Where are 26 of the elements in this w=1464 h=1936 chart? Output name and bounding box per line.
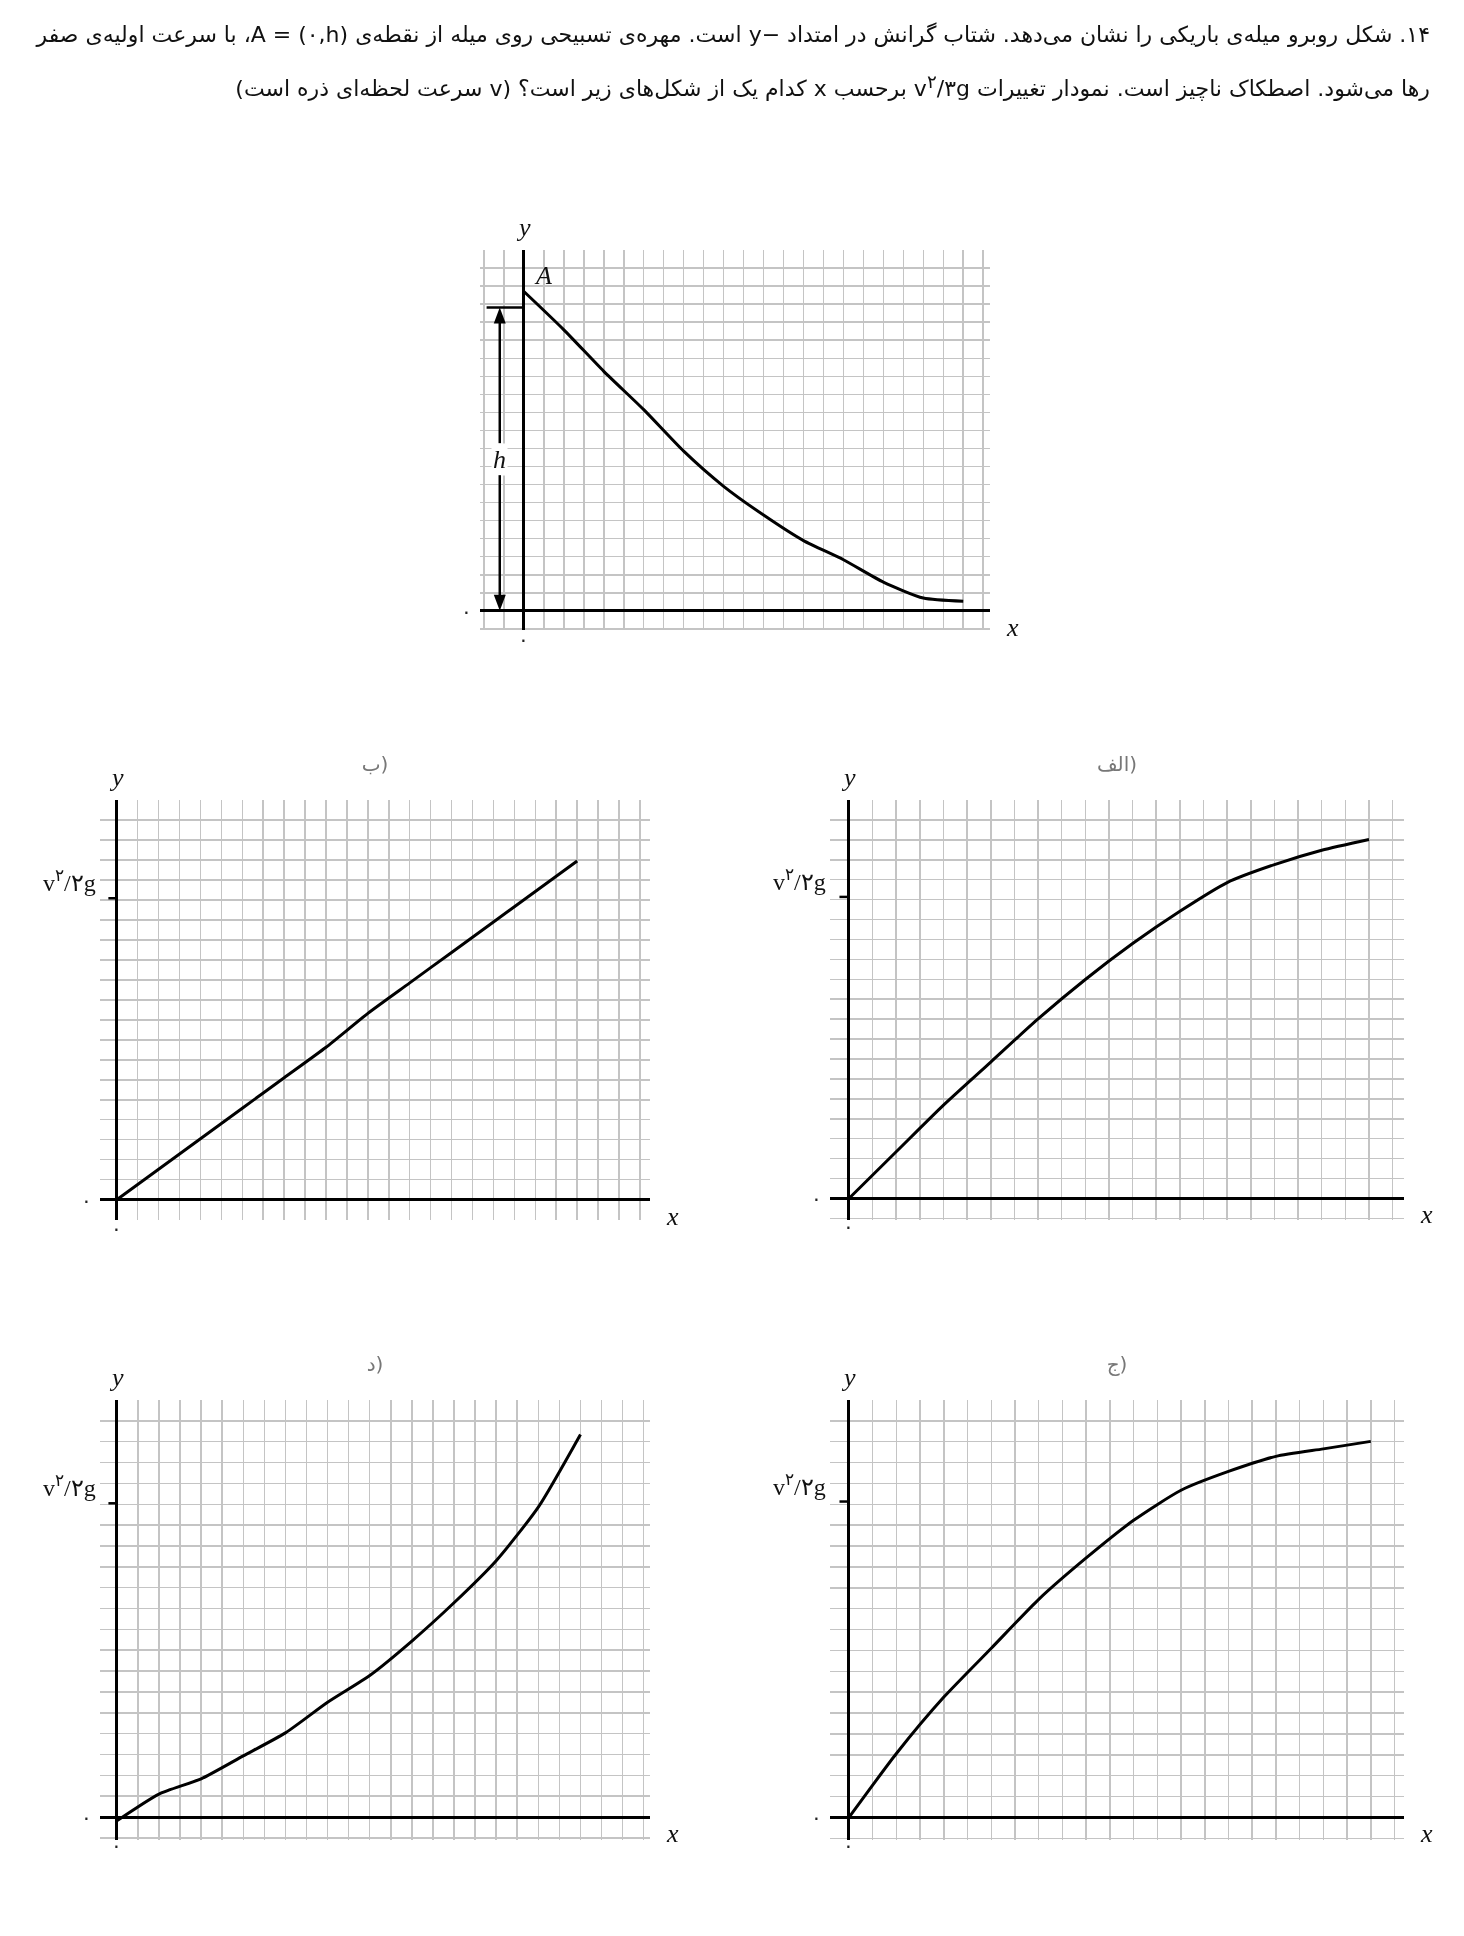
chart-title: ب) — [361, 752, 389, 776]
x-axis-title: x — [666, 1819, 679, 1848]
chart-title: الف) — [1096, 752, 1138, 776]
text: ۰ — [461, 599, 472, 623]
text: ۰ — [81, 1188, 92, 1212]
x-axis-title: x — [1006, 613, 1019, 642]
text: ۰ — [811, 1186, 822, 1210]
x-axis-title: x — [1420, 1200, 1433, 1229]
y-axis-title: y — [109, 1363, 124, 1392]
y-axis-title: y — [109, 763, 124, 792]
text: ۰ — [81, 1805, 92, 1829]
x-axis-title: x — [666, 1202, 679, 1231]
chart-title: د) — [366, 1352, 384, 1376]
y-axis-title: y — [841, 1363, 856, 1392]
y-axis-title: y — [841, 763, 856, 792]
text: ۰ — [811, 1805, 822, 1829]
x-axis-title: x — [1420, 1819, 1433, 1848]
chart-title: ج) — [1106, 1352, 1128, 1376]
text: ۰ — [843, 1833, 854, 1857]
y-axis-title: y — [516, 213, 531, 242]
annotation: h — [493, 445, 506, 474]
text: ۰ — [843, 1214, 854, 1238]
text: A — [534, 261, 552, 290]
text: ۰ — [111, 1216, 122, 1240]
text: ۰ — [111, 1833, 122, 1857]
text: ۰ — [518, 627, 529, 651]
